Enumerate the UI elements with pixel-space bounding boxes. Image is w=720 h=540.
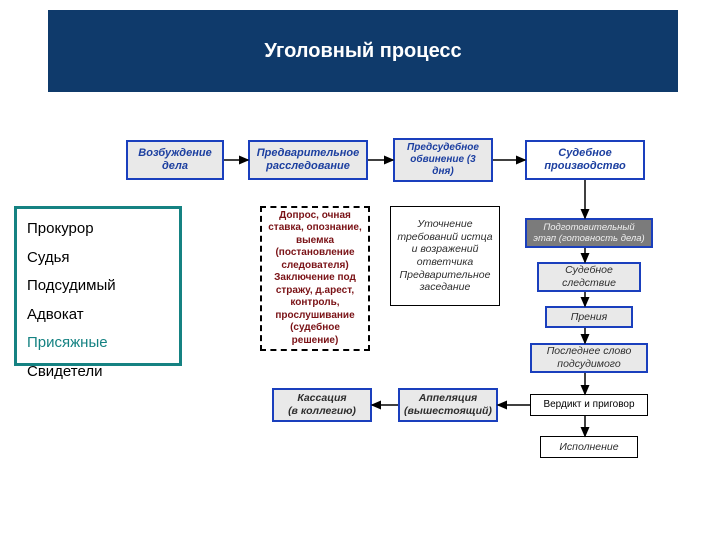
page-header: Уголовный процесс (48, 10, 678, 92)
n-dashed: Допрос, очная ставка, опознание, выемка … (260, 206, 370, 351)
n-stage-2: Судебное следствие (537, 262, 641, 292)
role-item: Адвокат (27, 301, 169, 330)
n-app: Аппеляция(вышестоящий) (398, 388, 498, 422)
n-kass: Кассация(в коллегию) (272, 388, 372, 422)
roles-box: ПрокурорСудьяПодсудимыйАдвокатПрисяжныеС… (14, 206, 182, 366)
n-verdict: Вердикт и приговор (530, 394, 648, 416)
n-stage-4: Последнее слово подсудимого (530, 343, 648, 373)
dashed-line: Заключение под стражу, д.арест, контроль… (268, 272, 362, 347)
n-clar: Уточнение требований истца и возражений … (390, 206, 500, 306)
role-item: Прокурор (27, 215, 169, 244)
dashed-line: Допрос, очная ставка, опознание, выемка … (268, 210, 362, 273)
role-item: Свидетели (27, 358, 169, 387)
n-top-4: Судебное производство (525, 140, 645, 180)
n-top-1: Возбуждение дела (126, 140, 224, 180)
role-item: Судья (27, 244, 169, 273)
role-item: Подсудимый (27, 272, 169, 301)
diagram-canvas: Уголовный процесс Возбуждение дела Предвар… (0, 0, 720, 540)
n-stage-1: Подготовительный этап (готовность дела) (525, 218, 653, 248)
n-exec: Исполнение (540, 436, 638, 458)
n-top-2: Предварительное расследование (248, 140, 368, 180)
n-top-3: Предсудебное обвинение (3 дня) (393, 138, 493, 182)
n-stage-3: Прения (545, 306, 633, 328)
role-item: Присяжные (27, 329, 169, 358)
